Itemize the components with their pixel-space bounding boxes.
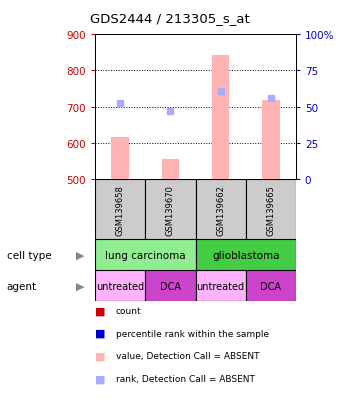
- Text: ▶: ▶: [75, 281, 84, 291]
- Text: ■: ■: [95, 374, 106, 384]
- Bar: [262, 101, 279, 180]
- Bar: [95, 240, 196, 271]
- Bar: [246, 180, 296, 240]
- Text: GSM139662: GSM139662: [216, 184, 225, 235]
- Bar: [112, 138, 129, 180]
- Bar: [146, 271, 196, 301]
- Bar: [95, 180, 146, 240]
- Text: cell type: cell type: [7, 250, 51, 260]
- Text: DCA: DCA: [160, 281, 181, 291]
- Text: glioblastoma: glioblastoma: [212, 250, 279, 260]
- Text: lung carcinoma: lung carcinoma: [105, 250, 186, 260]
- Bar: [95, 271, 146, 301]
- Text: ■: ■: [95, 328, 106, 338]
- Text: GDS2444 / 213305_s_at: GDS2444 / 213305_s_at: [90, 12, 250, 25]
- Bar: [246, 271, 296, 301]
- Text: ■: ■: [95, 351, 106, 361]
- Text: ▶: ▶: [75, 250, 84, 260]
- Bar: [195, 240, 296, 271]
- Text: untreated: untreated: [197, 281, 245, 291]
- Text: DCA: DCA: [260, 281, 281, 291]
- Text: GSM139665: GSM139665: [266, 184, 275, 235]
- Text: count: count: [116, 306, 141, 315]
- Bar: [212, 56, 230, 180]
- Text: untreated: untreated: [96, 281, 144, 291]
- Text: ■: ■: [95, 306, 106, 316]
- Text: value, Detection Call = ABSENT: value, Detection Call = ABSENT: [116, 351, 259, 361]
- Text: agent: agent: [7, 281, 37, 291]
- Bar: [146, 180, 196, 240]
- Text: GSM139658: GSM139658: [116, 184, 125, 235]
- Bar: [195, 271, 245, 301]
- Bar: [162, 160, 179, 180]
- Text: rank, Detection Call = ABSENT: rank, Detection Call = ABSENT: [116, 374, 254, 383]
- Bar: [195, 180, 245, 240]
- Text: percentile rank within the sample: percentile rank within the sample: [116, 329, 269, 338]
- Text: GSM139670: GSM139670: [166, 184, 175, 235]
